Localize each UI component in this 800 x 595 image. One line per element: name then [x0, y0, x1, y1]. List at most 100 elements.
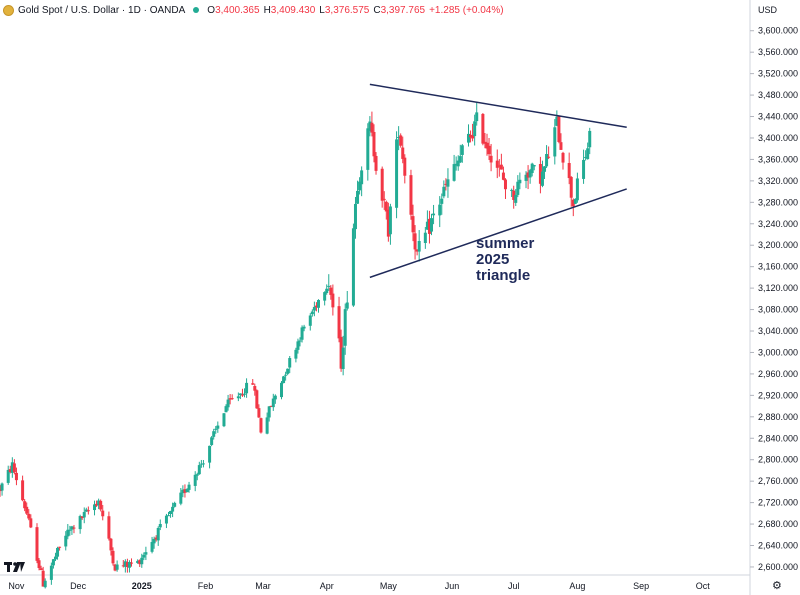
candle-body: [538, 164, 542, 184]
candle-body: [382, 198, 386, 200]
y-tick-label: 3,520.000: [758, 69, 798, 79]
candle-body: [298, 340, 302, 342]
candle-body: [273, 395, 277, 400]
candle-body: [82, 512, 86, 518]
candle-body: [251, 383, 255, 385]
candle-body: [417, 241, 421, 252]
candle-body: [267, 406, 271, 418]
candle-body: [427, 218, 431, 234]
candle-body: [469, 134, 473, 138]
candle-body: [524, 174, 528, 181]
candle-body: [314, 305, 318, 308]
candle-body: [238, 393, 242, 396]
candle-body: [561, 152, 565, 163]
candle-body: [245, 382, 249, 394]
candle-body: [288, 358, 292, 368]
candle-body: [316, 299, 320, 308]
candle-body: [216, 425, 220, 429]
x-tick-label: Aug: [569, 581, 585, 591]
candle-body: [300, 327, 304, 340]
candle-body: [302, 326, 306, 329]
x-tick-label: Jul: [508, 581, 520, 591]
candle-body: [84, 509, 88, 512]
candle-body: [569, 176, 573, 198]
candle-body: [271, 398, 275, 408]
candle-body: [286, 368, 290, 374]
candle-body: [485, 142, 489, 149]
candle-body: [530, 163, 534, 174]
candle-body: [183, 489, 187, 493]
x-tick-label: Dec: [70, 581, 87, 591]
y-tick-label: 3,040.000: [758, 326, 798, 336]
candle-body: [532, 165, 536, 167]
candle-body: [236, 396, 240, 399]
candle-body: [430, 218, 434, 232]
candle-body: [495, 160, 499, 168]
candle-body: [545, 153, 549, 167]
candle-body: [401, 147, 405, 159]
ohlc-low: L3,376.575: [319, 4, 370, 16]
candle-body: [516, 181, 520, 195]
x-tick-label: Mar: [255, 581, 271, 591]
y-tick-label: 3,120.000: [758, 283, 798, 293]
candle-body: [503, 179, 507, 190]
candle-body: [386, 209, 390, 237]
y-tick-label: 2,720.000: [758, 498, 798, 508]
symbol-title[interactable]: Gold Spot / U.S. Dollar · 1D · OANDA: [18, 4, 186, 16]
candle-body: [425, 221, 429, 230]
candle-body: [337, 306, 341, 339]
gear-icon[interactable]: ⚙: [772, 580, 782, 592]
candle-body: [415, 249, 419, 252]
candle-body: [23, 501, 27, 509]
candle-body: [0, 483, 4, 491]
x-tick-label: Nov: [8, 581, 25, 591]
candle-body: [212, 431, 216, 437]
currency-selector[interactable]: USD: [758, 5, 778, 15]
candle-body: [265, 417, 269, 434]
candle-body: [35, 527, 39, 561]
candle-body: [171, 506, 175, 512]
candle-body: [296, 341, 300, 350]
candle-body: [95, 503, 99, 506]
candle-body: [125, 562, 129, 568]
candle-body: [514, 194, 518, 203]
candle-body: [372, 131, 376, 157]
y-tick-label: 2,640.000: [758, 541, 798, 551]
candle-body: [93, 504, 97, 511]
gold-coin-icon: [3, 4, 14, 16]
candle-body: [210, 437, 214, 445]
y-tick-label: 3,440.000: [758, 112, 798, 122]
candle-body: [526, 172, 530, 178]
candle-body: [458, 156, 462, 163]
candle-body: [540, 171, 544, 186]
candle-body: [257, 408, 261, 418]
candle-body: [243, 393, 247, 395]
candle-body: [255, 390, 259, 409]
ohlc-open: O3,400.365: [207, 4, 260, 16]
candle-body: [86, 510, 90, 512]
candle-body: [395, 139, 399, 208]
y-tick-label: 2,800.000: [758, 455, 798, 465]
candle-body: [518, 179, 522, 184]
candle-body: [58, 546, 62, 548]
x-tick-label: Sep: [633, 581, 649, 591]
candle-body: [111, 550, 115, 564]
candle-body: [10, 462, 14, 473]
candle-body: [388, 206, 392, 235]
candle-body: [121, 565, 125, 567]
y-tick-label: 2,880.000: [758, 412, 798, 422]
candle-body: [152, 538, 156, 544]
candle-body: [438, 204, 442, 216]
y-tick-label: 3,280.000: [758, 197, 798, 207]
candle-body: [308, 315, 312, 326]
candle-body: [380, 168, 384, 201]
tradingview-logo-icon[interactable]: [4, 560, 26, 574]
candle-body: [21, 480, 25, 501]
candle-body: [559, 142, 563, 150]
candle-body: [358, 181, 362, 191]
candle-body: [432, 213, 436, 216]
candle-body: [384, 201, 388, 212]
candle-body: [586, 148, 590, 160]
candle-body: [280, 382, 284, 398]
